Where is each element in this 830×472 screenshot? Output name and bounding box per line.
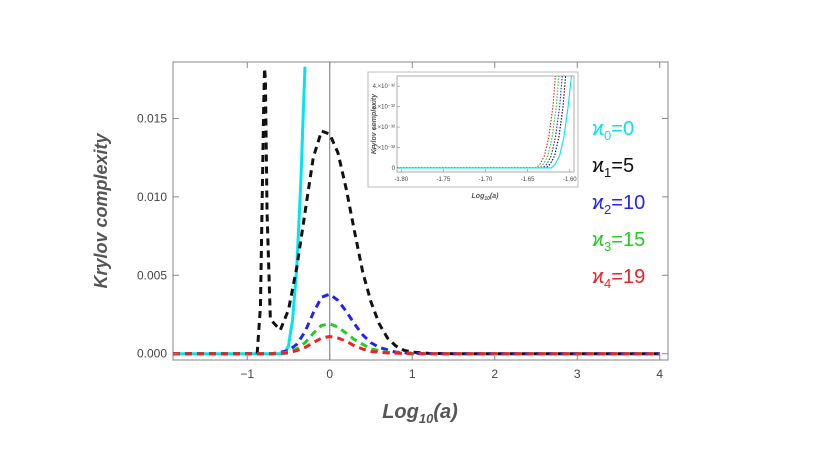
x-tick-label: 1	[409, 367, 416, 381]
x-axis-title-arg: (a)	[433, 401, 458, 423]
inset-series-group	[397, 75, 573, 169]
legend-entry-4: ϰ4=19	[592, 266, 645, 291]
legend-entry-3: ϰ3=15	[592, 229, 645, 254]
legend-value: =10	[611, 192, 645, 214]
legend-subscript: 4	[604, 276, 611, 291]
legend-value: =5	[611, 155, 634, 177]
inset-x-axis-title: Log10(a)	[472, 193, 500, 202]
inset-x-tick-label: -1.75	[437, 177, 451, 183]
inset-series-line-2	[397, 75, 563, 169]
y-tick-label: 0.015	[137, 111, 167, 125]
inset-x-tick-label: -1.70	[479, 177, 493, 183]
inset-x-tick-label: -1.60	[563, 177, 577, 183]
legend-value: =15	[611, 229, 645, 251]
legend-symbol: ϰ	[592, 266, 604, 288]
inset-y-tick-label: 3.×10⁻³²	[373, 105, 395, 111]
series-group	[173, 66, 660, 356]
legend-symbol: ϰ	[592, 192, 604, 214]
y-axis-title: Krylov complexity	[91, 132, 111, 288]
x-tick-label: 0	[326, 367, 333, 381]
legend-subscript: 1	[604, 165, 611, 180]
x-axis-title-subscript: 10	[419, 411, 434, 426]
inset-x-tick-label: -1.80	[394, 177, 408, 183]
inset-y-tick-label: 4.×10⁻³²	[373, 84, 395, 90]
x-tick-label: 4	[656, 367, 663, 381]
inset-y-axis-title: Krylov complexity	[371, 93, 378, 154]
legend-entry-1: ϰ1=5	[592, 155, 634, 180]
series-line-3	[173, 322, 660, 356]
inset-y-tick-label: 1.×10⁻³²	[373, 145, 395, 151]
series-line-2	[173, 292, 660, 356]
y-tick-label: 0.010	[137, 190, 167, 204]
legend-entry-0: ϰ0=0	[592, 118, 634, 143]
inset-series-line-3	[397, 75, 567, 169]
x-tick-label: 2	[491, 367, 498, 381]
x-axis-title-main: Log	[382, 401, 419, 423]
inset-axes-group: -1.80 -1.75 -1.70 -1.65 -1.60 0 1.×10⁻³² 2.×10⁻…	[373, 84, 578, 183]
inset-y-tick-label: 2.×10⁻³²	[373, 125, 395, 131]
legend-entry-2: ϰ2=10	[592, 192, 645, 217]
inset-background	[367, 71, 579, 188]
legend-symbol: ϰ	[592, 118, 604, 140]
x-tick-label: 3	[574, 367, 581, 381]
inset-x-axis-title-main: Log	[472, 193, 486, 200]
inset-x-axis-title-subscript: 10	[484, 196, 490, 202]
legend-subscript: 3	[604, 239, 611, 254]
inset-series-line-4	[397, 75, 573, 169]
series-line-1	[173, 66, 660, 356]
inset-x-tick-label: -1.65	[521, 177, 535, 183]
series-line-0	[173, 66, 307, 356]
legend-value: =0	[611, 118, 634, 140]
x-tick-label: −1	[240, 367, 254, 381]
legend-subscript: 2	[604, 202, 611, 217]
legend-subscript: 0	[604, 128, 611, 143]
legend-value: =19	[611, 266, 645, 288]
axes-group: −1 0 1 2 3 4 0.000 0.005 0.010 0.015	[137, 62, 668, 381]
legend-symbol: ϰ	[592, 229, 604, 251]
inset-y-tick-label: 0	[392, 166, 396, 172]
plot-frame	[172, 61, 669, 361]
x-axis-title: Log10(a)	[382, 401, 458, 426]
y-tick-label: 0.005	[137, 268, 167, 282]
inset-x-axis-title-arg: (a)	[490, 193, 499, 200]
y-tick-label: 0.000	[137, 347, 167, 361]
legend-symbol: ϰ	[592, 155, 604, 177]
